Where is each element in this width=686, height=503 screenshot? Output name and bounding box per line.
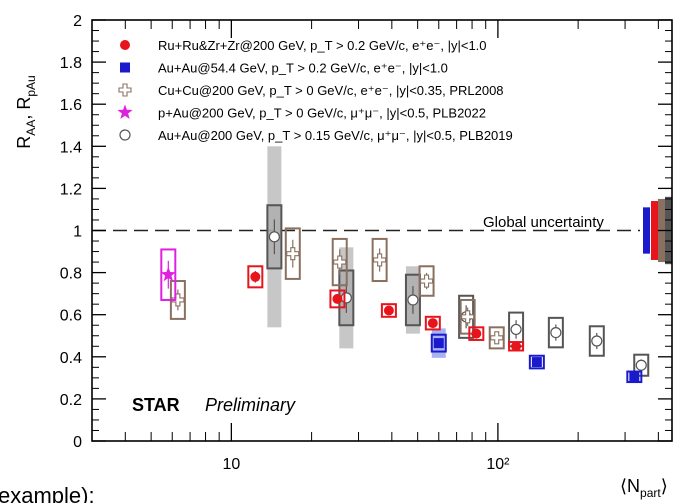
- legend-marker: [118, 83, 132, 97]
- global-uncertainty-box: [643, 207, 650, 254]
- legend-entry: Ru+Ru&Zr+Zr@200 GeV, p_T > 0.2 GeV/c, e⁺…: [120, 38, 487, 53]
- y-tick-label: 1.8: [60, 55, 82, 72]
- legend-entry: Au+Au@54.4 GeV, p_T > 0.2 GeV/c, e⁺e⁻, |…: [120, 61, 448, 76]
- y-tick-label: 1.6: [60, 97, 82, 114]
- data-point: [420, 274, 434, 288]
- y-tick-label: 0.4: [60, 350, 82, 367]
- data-point: [531, 357, 542, 368]
- y-tick-label: 0: [73, 434, 82, 451]
- y-axis-title: RAA, RpAu: [14, 75, 38, 148]
- x-axis-title: ⟨Npart⟩: [620, 476, 668, 500]
- legend-entry: Au+Au@200 GeV, p_T > 0.15 GeV/c, μ⁺μ⁻, |…: [119, 128, 513, 143]
- legend-marker: [117, 104, 133, 119]
- systematic-box: [588, 325, 605, 357]
- legend-marker: [120, 40, 130, 50]
- data-point: [635, 359, 647, 371]
- systematic-box: [547, 316, 564, 349]
- data-point: [510, 323, 522, 336]
- global-uncertainty-box: [651, 201, 658, 260]
- systematic-box: [247, 265, 264, 289]
- data-point: [171, 293, 185, 307]
- y-tick-label: 1: [73, 224, 82, 241]
- systematic-box: [468, 326, 485, 341]
- systematic-box: [418, 265, 435, 297]
- data-point: [332, 293, 343, 304]
- y-tick-label: 1.2: [60, 181, 82, 198]
- y-tick-label: 1.4: [60, 139, 82, 156]
- legend-marker: [120, 62, 130, 73]
- y-tick-label: 0.2: [60, 392, 82, 409]
- systematic-box: [528, 354, 545, 370]
- systematic-box: [160, 248, 177, 301]
- systematic-box: [284, 227, 301, 280]
- data-point: [629, 371, 640, 382]
- global-uncertainty-label: Global uncertainty: [483, 214, 604, 231]
- data-point: [268, 231, 280, 243]
- experiment-label: STAR: [132, 395, 180, 415]
- y-tick-label: 0.6: [60, 308, 82, 325]
- legend-marker: [119, 129, 131, 141]
- systematic-box: [626, 370, 643, 384]
- legend-label: Cu+Cu@200 GeV, p_T > 0 GeV/c, e⁺e⁻, |y|<…: [158, 83, 504, 98]
- systematic-box: [331, 237, 348, 287]
- x-tick-label: 10²: [486, 456, 510, 473]
- x-tick-label: 10: [222, 456, 240, 473]
- y-tick-label: 0.8: [60, 266, 82, 283]
- data-point: [591, 335, 603, 347]
- data-point: [433, 338, 444, 349]
- data-layer: [160, 146, 672, 384]
- systematic-box: [459, 298, 476, 335]
- data-point: [490, 331, 504, 345]
- footer-text: example):: [0, 483, 95, 503]
- data-point: [286, 247, 300, 261]
- data-point: [550, 326, 562, 339]
- status-label: Preliminary: [205, 395, 296, 415]
- data-point: [427, 318, 438, 329]
- legend-entry: p+Au@200 GeV, p_T > 0 GeV/c, μ⁺μ⁻, |y|<0…: [117, 104, 486, 121]
- data-point: [407, 294, 419, 306]
- data-point: [471, 328, 482, 339]
- axes: 0 0.2 0.4 0.6 0.8 1 1.2 1.4 1.6 1.8 2 10 10²: [60, 13, 673, 473]
- y-tick-label: 2: [73, 13, 82, 30]
- data-point: [511, 341, 522, 352]
- legend: Ru+Ru&Zr+Zr@200 GeV, p_T > 0.2 GeV/c, e⁺…: [117, 38, 513, 143]
- data-point: [340, 292, 352, 304]
- data-point: [383, 305, 394, 316]
- data-point: [160, 266, 176, 282]
- legend-label: Au+Au@200 GeV, p_T > 0.15 GeV/c, μ⁺μ⁻, |…: [158, 128, 513, 143]
- data-point: [333, 255, 347, 269]
- legend-entry: Cu+Cu@200 GeV, p_T > 0 GeV/c, e⁺e⁻, |y|<…: [118, 83, 504, 98]
- legend-label: Ru+Ru&Zr+Zr@200 GeV, p_T > 0.2 GeV/c, e⁺…: [158, 38, 487, 53]
- legend-label: Au+Au@54.4 GeV, p_T > 0.2 GeV/c, e⁺e⁻, |…: [158, 61, 448, 76]
- systematic-box: [488, 326, 505, 350]
- systematic-box: [424, 315, 441, 331]
- systematic-box: [430, 333, 447, 353]
- systematic-box: [329, 289, 346, 309]
- systematic-box: [380, 303, 397, 318]
- data-point: [461, 310, 475, 324]
- data-point: [250, 271, 261, 282]
- legend-label: p+Au@200 GeV, p_T > 0 GeV/c, μ⁺μ⁻, |y|<0…: [158, 106, 486, 121]
- data-point: [373, 253, 387, 267]
- systematic-box: [371, 237, 388, 283]
